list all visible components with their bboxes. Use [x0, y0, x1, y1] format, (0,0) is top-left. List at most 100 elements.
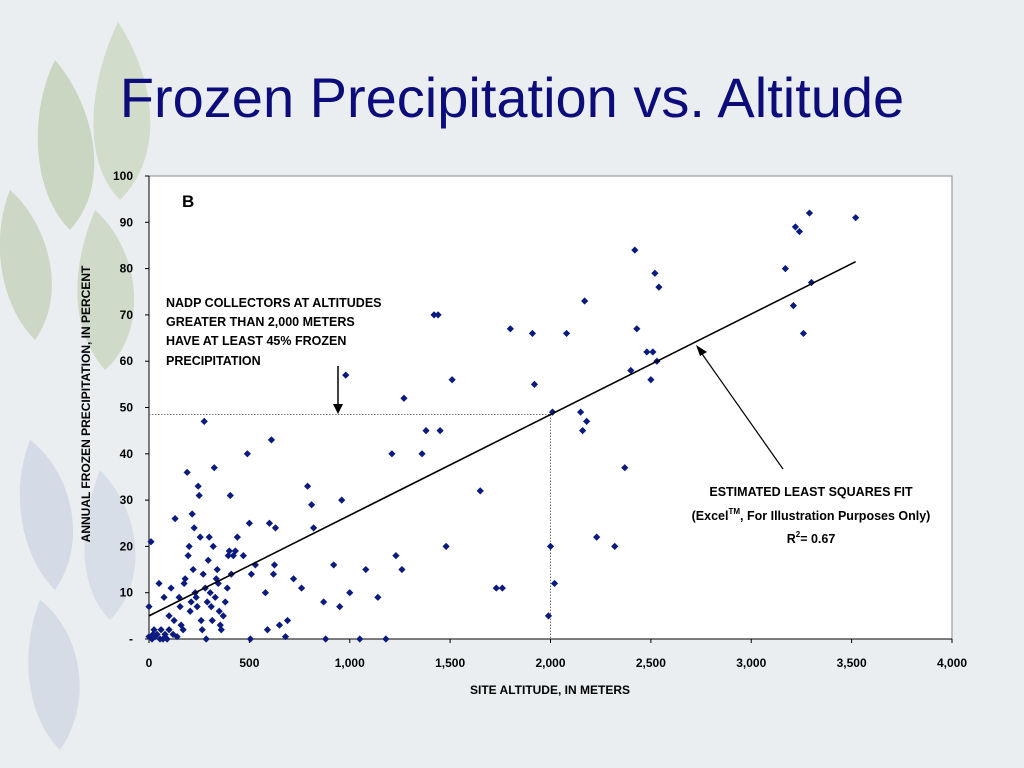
- r2-prefix: R: [787, 532, 796, 546]
- data-point: [330, 561, 338, 569]
- data-point: [805, 209, 814, 217]
- data-point: [581, 297, 589, 305]
- data-point: [310, 524, 318, 532]
- data-point: [239, 552, 247, 560]
- y-tick-label: 50: [120, 401, 134, 415]
- data-point: [342, 371, 350, 379]
- x-tick-label: 3,000: [736, 656, 766, 670]
- y-tick-label: -: [129, 632, 133, 646]
- data-point: [275, 621, 284, 629]
- fit-annotation-title: ESTIMATED LEAST SQUARES FIT: [709, 485, 913, 499]
- data-point: [210, 464, 218, 472]
- data-point: [267, 436, 276, 444]
- guide-lines: [149, 413, 551, 639]
- annotation-line: NADP COLLECTORS AT ALTITUDES: [166, 296, 382, 310]
- fit-annotation-arrow: [699, 350, 784, 470]
- excel-suffix: , For Illustration Purposes Only): [740, 509, 930, 523]
- data-point: [297, 584, 306, 592]
- data-point: [197, 616, 205, 625]
- data-point: [631, 246, 639, 254]
- data-point: [199, 570, 207, 578]
- y-tick-label: 80: [120, 262, 134, 276]
- data-point: [195, 491, 203, 500]
- annotation-arrowhead: [333, 404, 343, 414]
- data-point: [246, 635, 254, 643]
- data-point: [418, 450, 426, 458]
- excel-superscript: TM: [728, 507, 740, 516]
- data-point: [303, 482, 312, 490]
- data-point: [807, 278, 816, 287]
- r2-superscript: 2: [796, 530, 801, 539]
- data-point: [308, 501, 316, 509]
- data-point: [177, 621, 185, 629]
- y-tick-label: 70: [120, 308, 134, 322]
- data-point: [233, 533, 241, 541]
- data-point: [356, 635, 364, 643]
- data-point: [226, 491, 234, 500]
- data-point: [398, 565, 406, 574]
- y-tick-label: 60: [120, 354, 134, 368]
- data-point: [544, 612, 553, 620]
- data-point: [176, 602, 184, 611]
- data-point: [781, 265, 789, 273]
- y-tick-label: 20: [120, 539, 134, 553]
- data-point: [187, 598, 195, 606]
- data-point: [183, 468, 191, 476]
- annotation-line: GREATER THAN 2,000 METERS: [166, 315, 355, 329]
- data-point: [546, 542, 555, 550]
- x-tick-label: 1,000: [335, 656, 365, 670]
- data-point: [202, 635, 210, 643]
- data-point: [223, 584, 231, 592]
- data-point: [167, 584, 175, 592]
- y-tick-label: 40: [120, 447, 134, 461]
- data-point: [621, 464, 629, 472]
- data-point: [190, 524, 198, 532]
- data-point: [611, 542, 619, 550]
- data-point: [548, 408, 557, 416]
- fit-annotation-arrowhead: [696, 345, 707, 356]
- x-axis-title: SITE ALTITUDE, IN METERS: [470, 683, 630, 697]
- fit-line: [148, 260, 856, 617]
- data-point: [633, 325, 641, 333]
- data-point: [583, 417, 591, 425]
- data-point: [207, 602, 215, 611]
- data-point: [643, 348, 651, 356]
- data-point: [243, 450, 251, 458]
- x-tick-label: 2,500: [636, 656, 666, 670]
- data-point: [448, 376, 456, 384]
- plot-area: [148, 175, 953, 640]
- data-point: [791, 223, 800, 231]
- data-point: [281, 633, 290, 641]
- data-point: [206, 589, 214, 597]
- data-point: [155, 579, 163, 588]
- data-point: [799, 329, 808, 338]
- data-point: [338, 496, 346, 504]
- data-point: [221, 598, 229, 606]
- data-point: [186, 607, 194, 615]
- data-point: [160, 593, 168, 601]
- data-point: [200, 417, 208, 425]
- data-point: [224, 552, 232, 560]
- fit-annotation-excel: (ExcelTM, For Illustration Purposes Only…: [692, 507, 931, 523]
- x-tick-label: 1,500: [435, 656, 465, 670]
- data-point: [198, 626, 206, 634]
- data-point: [647, 376, 655, 384]
- leaf-decoration: [0, 22, 151, 750]
- y-tick-label: 90: [120, 215, 134, 229]
- data-point: [382, 635, 390, 643]
- data-point: [269, 570, 278, 578]
- data-point: [430, 311, 438, 319]
- x-tick-label: 500: [239, 656, 259, 670]
- data-point: [795, 227, 804, 236]
- data-point: [388, 450, 396, 458]
- data-point: [217, 626, 225, 634]
- data-point: [147, 538, 155, 546]
- data-point: [153, 630, 161, 638]
- data-point: [145, 602, 153, 611]
- data-point: [165, 626, 173, 634]
- data-point: [362, 565, 370, 574]
- data-point: [185, 542, 193, 550]
- data-point: [320, 598, 328, 606]
